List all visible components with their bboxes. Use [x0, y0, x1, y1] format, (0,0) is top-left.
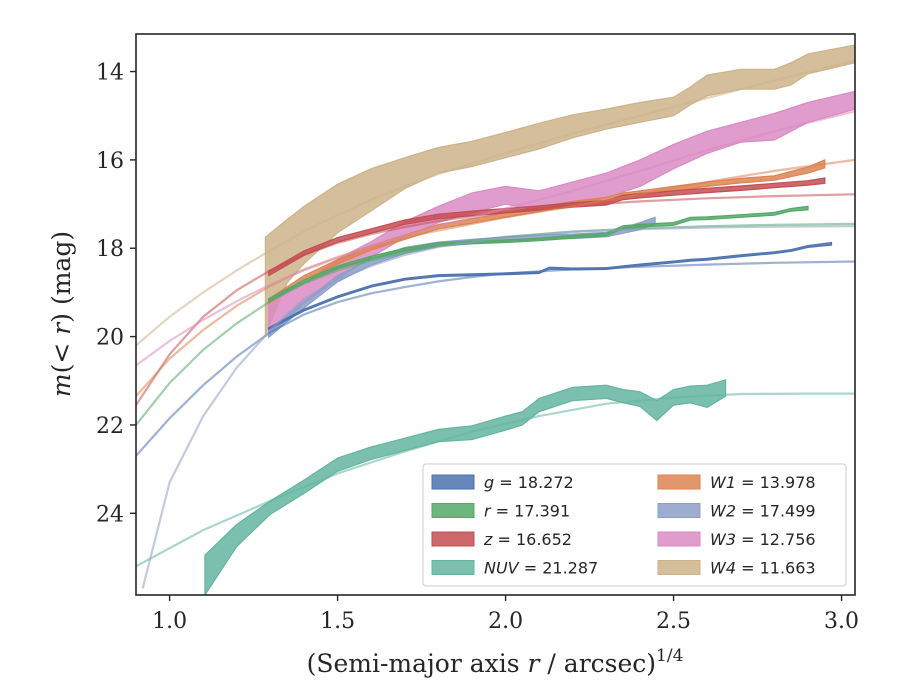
plot-frame [135, 33, 856, 596]
legend-band-value: 17.499 [760, 502, 816, 521]
legend-band-name: W2 [710, 502, 736, 521]
model-curve-w2 [141, 225, 855, 589]
legend-band-name: W1 [710, 473, 736, 492]
legend-swatch-w1 [657, 474, 701, 490]
legend-label-nuv: NUV = 21.287 [484, 559, 598, 578]
legend-band-name: z [483, 530, 493, 549]
legend-band-value: 16.652 [516, 530, 572, 549]
model-curve-w3 [136, 110, 855, 367]
x-axis-title-post: / arcsec) [539, 649, 656, 678]
legend-band-name: W4 [710, 559, 736, 578]
y-axis-title-r: r [47, 321, 76, 335]
model-curve-g [136, 260, 855, 457]
y-tick-label: 18 [96, 237, 124, 262]
legend-label-w2: W2 = 17.499 [710, 502, 816, 521]
legend-label-r: r = 17.391 [484, 502, 570, 521]
legend-band-value: 18.272 [518, 473, 574, 492]
x-tick-label: 1.0 [152, 609, 187, 634]
profile-band-z [268, 177, 826, 277]
legend-band-value: 11.663 [760, 559, 816, 578]
legend-label-z: z = 16.652 [483, 530, 572, 549]
legend-swatch-nuv [431, 560, 475, 575]
y-axis-title-lt: < [47, 335, 76, 364]
y-tick-label: 24 [96, 502, 124, 527]
legend-swatch-z [431, 531, 475, 547]
y-tick-label: 16 [96, 149, 124, 174]
profile-band-w1 [268, 158, 826, 305]
legend-label-g: g = 18.272 [484, 473, 574, 492]
legend-band-equals: = [494, 473, 518, 492]
y-axis-title-close: ) [47, 313, 76, 323]
y-axis-title-open: ( [47, 364, 76, 374]
legend-label-w4: W4 = 11.663 [710, 559, 816, 578]
legend-swatch-w3 [657, 531, 701, 547]
x-axis-title: (Semi-major axis r / arcsec)1/4 [307, 646, 684, 678]
legend-band-equals: = [491, 502, 515, 521]
model-curve-z [136, 193, 855, 406]
legend-band-name: r [484, 502, 492, 521]
x-axis-title-var: r [528, 649, 542, 678]
legend-band-name: g [484, 473, 494, 492]
legend-band-equals: = [736, 530, 760, 549]
x-tick-label: 2.0 [488, 609, 523, 634]
x-axis-title-pre: (Semi-major axis [307, 649, 528, 678]
y-tick-label: 14 [96, 61, 124, 86]
legend-band-equals: = [736, 559, 760, 578]
model-curve-nuv [136, 392, 855, 568]
x-tick-label: 2.5 [656, 609, 691, 634]
legend-band-name: W3 [710, 530, 736, 549]
x-tick-label: 3.0 [824, 609, 859, 634]
legend-band-equals: = [519, 559, 543, 578]
legend-frame [422, 463, 847, 587]
y-tick-label: 22 [96, 414, 124, 439]
x-tick-label: 1.5 [320, 609, 355, 634]
legend-band-value: 12.756 [760, 530, 816, 549]
legend: g = 18.272 r = 17.391 z = 16.652 NUV = 21.2… [422, 463, 847, 587]
legend-band-equals: = [736, 473, 760, 492]
y-axis-title-unit: (mag) [47, 231, 76, 313]
legend-swatch-w4 [657, 560, 701, 575]
legend-swatch-r [431, 503, 475, 518]
y-tick-label: 20 [96, 326, 124, 351]
y-axis-title: m(< r) (mag) [47, 231, 76, 397]
legend-band-value: 17.391 [514, 502, 570, 521]
x-axis-title-exponent: 1/4 [656, 646, 683, 666]
y-axis-title-m: m [47, 373, 76, 397]
legend-band-equals: = [736, 502, 760, 521]
legend-band-name: NUV [484, 559, 520, 578]
legend-band-equals: = [492, 530, 516, 549]
legend-label-w1: W1 = 13.978 [710, 473, 816, 492]
model-curves [136, 59, 855, 589]
y-axis-ticks: 14 16 18 20 22 24 [96, 61, 136, 527]
model-curve-w4 [136, 59, 855, 347]
legend-swatch-w2 [657, 503, 701, 518]
legend-label-w3: W3 = 12.756 [710, 530, 816, 549]
legend-band-value: 21.287 [542, 559, 598, 578]
legend-swatch-g [431, 474, 475, 490]
x-axis-ticks: 1.0 1.5 2.0 2.5 3.0 [152, 595, 859, 634]
legend-band-value: 13.978 [760, 473, 816, 492]
